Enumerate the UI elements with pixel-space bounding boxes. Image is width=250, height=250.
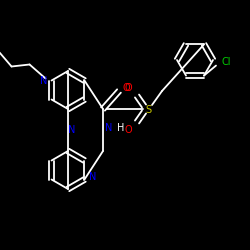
Text: N: N	[68, 125, 76, 135]
Text: N: N	[89, 172, 96, 182]
Text: Cl: Cl	[221, 56, 231, 66]
Text: O: O	[124, 125, 132, 135]
Text: N: N	[40, 76, 47, 86]
Text: H: H	[117, 123, 125, 133]
Text: N: N	[105, 123, 113, 133]
Text: S: S	[145, 105, 151, 115]
Text: O: O	[122, 83, 130, 93]
Text: O: O	[124, 83, 132, 93]
